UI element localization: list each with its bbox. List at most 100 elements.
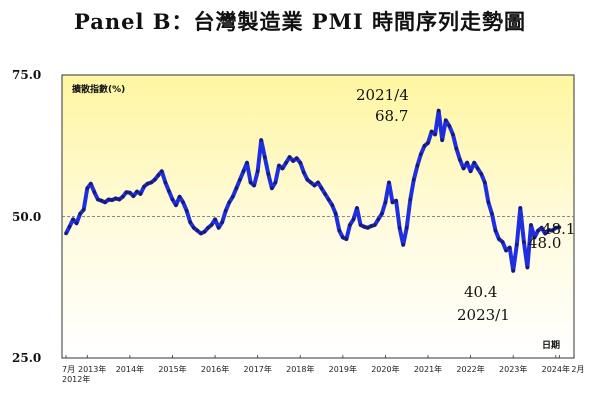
data-point — [326, 197, 331, 202]
annotation-last-value: 48.1 — [542, 220, 575, 238]
data-point — [373, 223, 377, 227]
data-point — [81, 207, 86, 212]
data-point — [330, 203, 335, 207]
data-point — [266, 172, 271, 176]
data-point — [447, 124, 452, 128]
data-point — [511, 269, 515, 273]
x-tick-label: 2月 — [571, 365, 584, 374]
data-point — [362, 224, 366, 229]
x-start-year-label: 2012年 — [62, 374, 90, 384]
data-point — [209, 223, 214, 227]
data-point — [497, 237, 501, 241]
data-point — [550, 228, 555, 233]
data-point — [355, 206, 359, 210]
data-point — [213, 217, 217, 222]
data-point — [273, 180, 278, 185]
annotation-peak-date: 2021/4 — [356, 86, 409, 104]
data-point — [415, 163, 420, 168]
data-point — [170, 197, 175, 202]
x-axis-label: 日期 — [542, 339, 560, 351]
data-point — [199, 231, 203, 236]
data-point — [454, 146, 459, 151]
data-point — [291, 159, 296, 163]
data-point — [277, 163, 281, 168]
data-point — [142, 184, 146, 189]
data-point — [96, 197, 100, 202]
data-point — [554, 226, 558, 230]
data-point — [89, 181, 93, 186]
data-point — [412, 177, 416, 182]
x-tick-label: 2015年 — [158, 364, 186, 374]
data-point — [252, 183, 256, 188]
data-point — [131, 194, 136, 198]
data-point — [124, 190, 129, 194]
data-point — [305, 177, 310, 182]
data-point — [426, 141, 430, 145]
data-point — [401, 243, 406, 247]
data-point — [309, 180, 313, 185]
annotation-trough-value: 40.4 — [464, 283, 497, 301]
data-point — [248, 180, 253, 185]
data-point — [160, 169, 164, 173]
data-point — [539, 226, 544, 230]
data-point — [483, 180, 487, 185]
data-point — [113, 196, 118, 201]
data-point — [500, 240, 505, 244]
x-tick-label: 2020年 — [371, 364, 399, 374]
data-point — [128, 190, 132, 195]
y-axis-label: 擴散指數(%) — [72, 83, 125, 95]
data-point — [234, 186, 239, 190]
data-point — [192, 226, 196, 230]
data-point — [546, 228, 551, 232]
data-point — [515, 243, 519, 247]
x-tick-label: 2019年 — [329, 364, 357, 374]
data-point — [121, 194, 125, 199]
data-point — [117, 197, 121, 202]
y-tick-50: 50.0 — [12, 210, 41, 224]
data-point — [138, 192, 143, 196]
data-point — [557, 225, 562, 230]
data-point — [181, 200, 185, 205]
data-point — [525, 265, 530, 270]
data-point — [195, 228, 200, 233]
data-point — [245, 160, 249, 165]
data-point — [259, 138, 264, 142]
data-point — [294, 156, 299, 160]
data-point — [465, 160, 469, 165]
data-point — [419, 152, 423, 156]
data-point — [302, 170, 306, 175]
x-tick-labels: 7月 2013年 2014年 2015年 2016年 2017年 2018年 2019年 202… — [62, 355, 584, 374]
data-point — [333, 211, 338, 216]
data-point — [387, 180, 391, 185]
data-point — [507, 245, 512, 250]
data-point — [451, 132, 455, 137]
data-point — [522, 240, 526, 244]
data-point — [475, 166, 480, 171]
data-point — [486, 200, 491, 205]
data-point — [429, 129, 434, 134]
data-point — [238, 177, 242, 182]
data-point — [298, 160, 303, 165]
data-point — [376, 217, 381, 222]
data-point — [444, 118, 448, 123]
data-point — [344, 237, 349, 241]
data-point — [383, 200, 388, 205]
data-point — [202, 230, 207, 234]
data-point — [220, 220, 224, 224]
x-tick-label: 2018年 — [286, 364, 314, 374]
data-point — [529, 223, 533, 227]
data-point — [504, 248, 508, 253]
data-point — [227, 200, 232, 205]
data-point — [323, 192, 327, 196]
data-point — [458, 158, 462, 162]
data-point — [358, 223, 363, 227]
annotation-peak-value: 68.7 — [375, 107, 408, 125]
x-tick-label: 2023年 — [499, 364, 527, 374]
data-point — [103, 200, 107, 205]
series-markers — [64, 108, 562, 273]
data-point — [74, 221, 79, 226]
data-point — [92, 190, 97, 194]
x-tick-label: 2013年 — [78, 364, 106, 374]
data-point — [536, 228, 540, 233]
data-point — [135, 189, 139, 194]
